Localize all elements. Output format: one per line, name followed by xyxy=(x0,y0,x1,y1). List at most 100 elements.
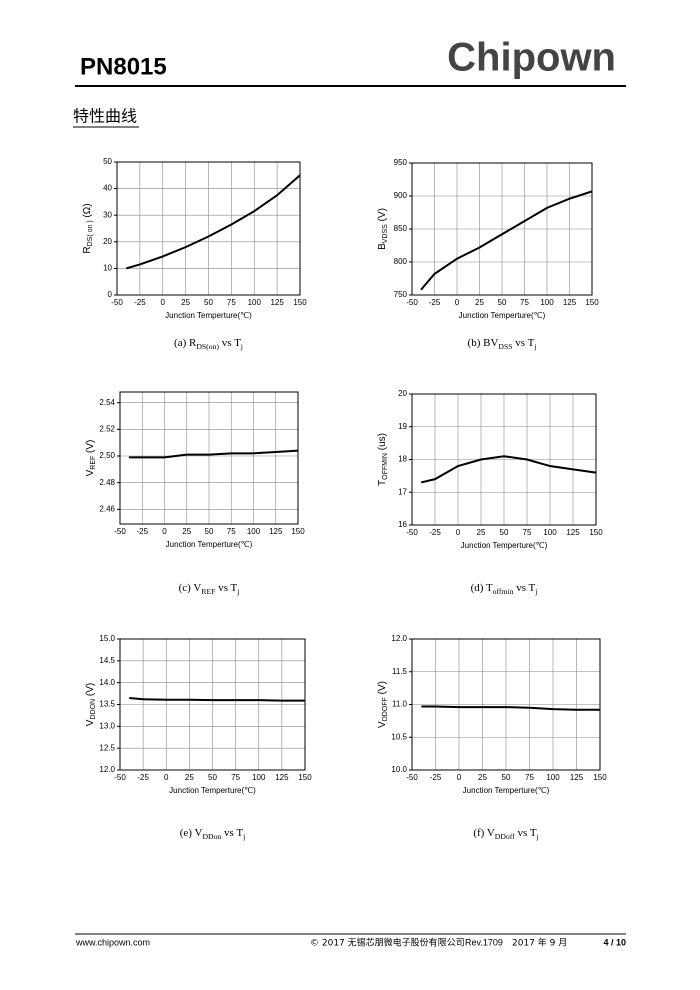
x-tick-label: -25 xyxy=(429,298,441,307)
y-tick-label: 18 xyxy=(398,455,407,464)
x-tick-label: 25 xyxy=(185,773,194,782)
y-tick-label: 11.0 xyxy=(392,700,408,709)
y-axis-label-part: (V) xyxy=(377,208,388,224)
caption-part: (a) R xyxy=(174,337,197,349)
y-tick-label: 12.5 xyxy=(99,743,115,752)
x-tick-label: 50 xyxy=(208,773,217,782)
x-tick-label: 0 xyxy=(164,773,169,782)
data-line xyxy=(128,449,299,459)
caption-sub: j xyxy=(536,832,539,841)
plot-frame xyxy=(411,162,593,296)
y-tick-label: 14.0 xyxy=(99,678,115,687)
x-tick-label: 100 xyxy=(248,298,262,307)
x-tick-label: 75 xyxy=(227,298,236,307)
caption: (f) VDDoff vs Tj xyxy=(473,827,538,842)
y-axis-label: VDDON (V) xyxy=(85,683,98,726)
y-tick-label: 40 xyxy=(103,184,112,193)
x-axis-label: Junction Temperture(℃) xyxy=(169,786,256,795)
caption-part: vs T xyxy=(513,582,535,594)
y-axis-label-part: V xyxy=(377,721,388,728)
y-tick-label: 20 xyxy=(103,237,112,246)
y-axis-label: BVDSS (V) xyxy=(377,208,390,250)
caption-part: (e) V xyxy=(180,827,203,839)
data-line xyxy=(125,174,301,270)
caption-sub: j xyxy=(240,342,243,351)
x-tick-label: -25 xyxy=(136,527,148,536)
y-axis-label-sub: VDSS xyxy=(382,224,389,243)
x-tick-label: 75 xyxy=(227,527,236,536)
y-axis-label: RDS( on ) (Ω) xyxy=(82,203,95,253)
x-tick-label: 125 xyxy=(275,773,289,782)
x-tick-label: 75 xyxy=(523,528,532,537)
x-tick-label: 75 xyxy=(231,773,240,782)
caption-sub: offmin xyxy=(493,587,514,596)
caption-sub: REF xyxy=(201,587,215,596)
y-tick-label: 15.0 xyxy=(99,634,115,643)
x-tick-label: 125 xyxy=(563,298,577,307)
x-tick-label: 50 xyxy=(500,528,509,537)
caption: (a) RDS(on) vs Tj xyxy=(174,337,243,352)
y-tick-label: 10.0 xyxy=(391,765,407,774)
y-axis-label: VDDOFF (V) xyxy=(377,681,390,728)
y-tick-label: 13.5 xyxy=(99,700,115,709)
y-axis-label-part: (V) xyxy=(85,683,96,699)
plot-frame xyxy=(116,161,301,296)
y-tick-label: 900 xyxy=(394,191,408,200)
x-tick-label: -25 xyxy=(430,773,442,782)
x-tick-label: 0 xyxy=(161,298,166,307)
y-axis-label-sub: DDON xyxy=(90,699,97,720)
y-tick-label: 2.50 xyxy=(99,451,115,460)
caption-part: (f) V xyxy=(473,827,495,839)
x-tick-label: -50 xyxy=(406,773,418,782)
x-tick-label: 100 xyxy=(247,527,261,536)
x-tick-label: 25 xyxy=(182,527,191,536)
x-tick-label: 100 xyxy=(543,528,557,537)
caption-part: vs T xyxy=(513,337,535,349)
x-tick-label: 150 xyxy=(291,527,305,536)
brand: Chipown xyxy=(447,36,616,80)
y-axis-label-part: B xyxy=(377,243,388,250)
x-tick-label: -25 xyxy=(134,298,146,307)
x-axis-label: Junction Temperture(℃) xyxy=(166,540,253,549)
y-axis-label-sub: OFFMIN xyxy=(382,453,389,480)
y-axis-label-part: V xyxy=(85,719,96,726)
y-tick-label: 2.48 xyxy=(99,478,115,487)
y-tick-label: 20 xyxy=(398,389,407,398)
x-tick-label: 150 xyxy=(298,773,312,782)
x-axis-label: Junction Temperture(℃) xyxy=(165,311,252,320)
x-tick-label: 100 xyxy=(546,773,560,782)
caption-sub: DDon xyxy=(202,832,221,841)
x-tick-label: 100 xyxy=(540,298,554,307)
y-tick-label: 12.0 xyxy=(99,765,115,774)
y-tick-label: 0 xyxy=(108,290,113,299)
plot-frame xyxy=(119,638,306,771)
x-tick-label: 0 xyxy=(456,528,461,537)
y-tick-label: 12.0 xyxy=(391,634,407,643)
x-tick-label: 150 xyxy=(293,298,307,307)
y-tick-label: 50 xyxy=(103,157,112,166)
x-tick-label: 125 xyxy=(269,527,283,536)
y-axis-label: VREF (V) xyxy=(85,440,98,477)
x-tick-label: 125 xyxy=(566,528,580,537)
y-axis-label-part: V xyxy=(85,469,96,476)
x-tick-label: 150 xyxy=(589,528,603,537)
plot-frame xyxy=(411,393,597,526)
caption-sub: DDoff xyxy=(495,832,515,841)
y-axis-label-part: (us) xyxy=(377,433,388,453)
x-axis-label: Junction Temperture(℃) xyxy=(461,541,548,550)
footer-website: www.chipown.com xyxy=(75,937,150,947)
y-axis-label: TOFFMIN (us) xyxy=(377,433,390,486)
caption-part: vs T xyxy=(215,582,237,594)
caption-sub: j xyxy=(236,587,239,596)
x-tick-label: 25 xyxy=(475,298,484,307)
x-tick-label: 50 xyxy=(205,527,214,536)
x-tick-label: -25 xyxy=(137,773,149,782)
y-tick-label: 2.54 xyxy=(99,398,115,407)
x-tick-label: -50 xyxy=(406,528,418,537)
x-tick-label: 0 xyxy=(162,527,167,536)
y-axis-label-sub: DS( on ) xyxy=(87,220,94,246)
x-tick-label: 50 xyxy=(498,298,507,307)
y-tick-label: 10.5 xyxy=(391,732,407,741)
y-axis-label-part: (Ω) xyxy=(82,203,93,220)
x-tick-label: 125 xyxy=(570,773,584,782)
